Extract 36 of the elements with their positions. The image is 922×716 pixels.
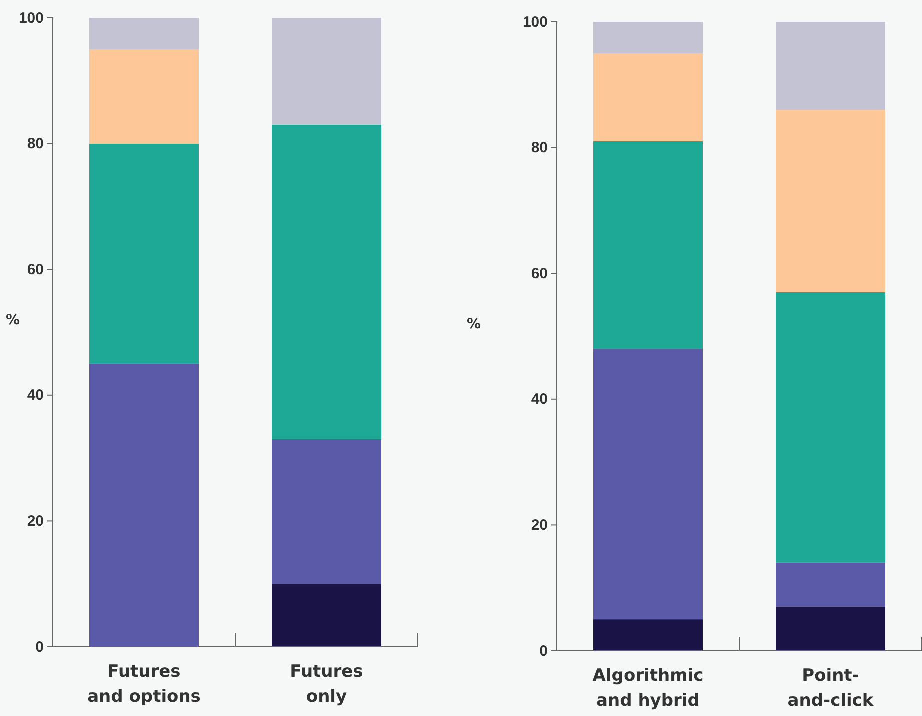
bar [272,18,382,125]
bar [272,439,382,584]
y-tick-label: 40 [531,391,548,408]
bar [594,53,703,142]
bar [594,620,703,651]
bar [594,349,703,620]
bar [776,292,886,563]
bar [90,49,199,144]
bar [776,22,886,110]
y-tick-label: 0 [540,642,548,660]
bar [272,584,382,647]
bar [272,124,382,440]
bar [90,18,199,50]
y-tick-label: 20 [531,517,548,534]
bar [90,144,199,364]
x-tick-label: Point-and-click [788,666,874,711]
x-tick-label: Futures and options [88,662,201,707]
y-tick-label: 40 [27,387,44,404]
x-tick-label: Algorithmic and hybrid [592,666,704,711]
y-tick-label: 80 [27,136,44,153]
bar [776,606,886,651]
y-axis-title: % [6,312,20,328]
y-tick-label: 80 [531,140,548,157]
bar [776,110,886,292]
bar [776,562,886,607]
y-tick-label: 60 [531,265,548,282]
y-axis-title: % [467,316,482,332]
x-tick-label: Futures only [290,662,364,707]
y-tick-label: 100 [522,14,548,31]
bar [90,364,199,647]
bar [594,22,703,54]
y-tick-label: 60 [27,261,44,278]
y-tick-label: 0 [36,638,44,656]
bar [594,142,703,350]
y-tick-label: 20 [27,513,44,530]
y-tick-label: 100 [18,10,44,27]
